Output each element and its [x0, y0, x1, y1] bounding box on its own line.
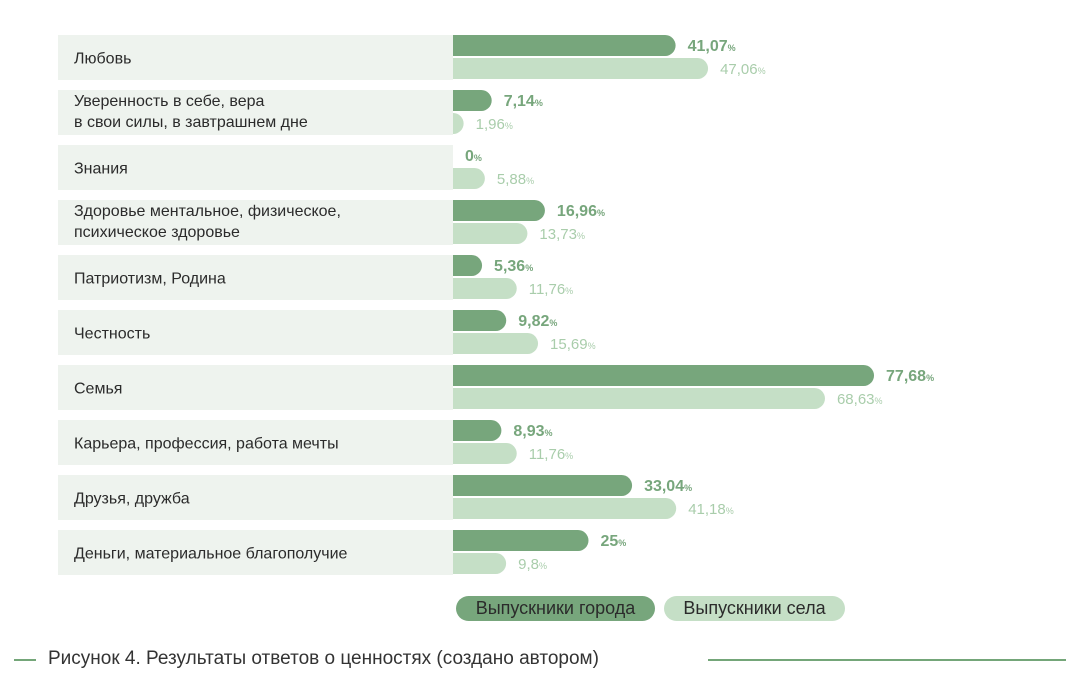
value-label-city: 5,36%: [494, 258, 533, 275]
value-label-village: 11,76%: [529, 446, 573, 463]
category-label: Любовь: [74, 51, 131, 68]
row-band: [58, 255, 453, 300]
value-label-village: 47,06%: [720, 61, 766, 78]
row-band: [58, 475, 453, 520]
value-label-village: 15,69%: [550, 336, 596, 353]
value-label-village: 1,96%: [476, 116, 513, 133]
bar-village: [453, 333, 539, 354]
category-label: Честность: [74, 326, 150, 343]
value-label-city: 16,96%: [557, 203, 605, 220]
legend-city-label: Выпускники города: [476, 598, 637, 618]
legend-village-swatch: [664, 596, 845, 621]
category-label: Уверенность в себе, вера в свои силы, в з…: [74, 93, 308, 131]
value-label-city: 41,07%: [688, 38, 736, 55]
value-label-city: 0%: [465, 148, 482, 165]
category-label: Здоровье ментальное, физическое, психичес…: [74, 203, 341, 241]
bar-village: [453, 553, 507, 574]
bar-village: [453, 278, 517, 299]
bar-city: [453, 365, 875, 386]
bar-village: [453, 223, 528, 244]
value-label-city: 77,68%: [886, 368, 934, 385]
value-label-city: 33,04%: [644, 478, 692, 495]
value-label-village: 68,63%: [837, 391, 883, 408]
value-label-city: 8,93%: [513, 423, 552, 440]
bar-city: [453, 475, 633, 496]
row-band: [58, 365, 453, 410]
value-label-village: 41,18%: [688, 501, 734, 518]
value-label-city: 7,14%: [504, 93, 543, 110]
caption-line-left: [14, 659, 36, 661]
bar-village: [453, 443, 517, 464]
figure-caption: Рисунок 4. Результаты ответов о ценностя…: [48, 648, 599, 669]
row-band: [58, 35, 453, 80]
bar-village: [453, 58, 709, 79]
value-label-city: 25%: [601, 533, 627, 550]
row-band: [58, 530, 453, 575]
bar-city: [453, 310, 507, 331]
value-label-village: 9,8%: [518, 556, 547, 573]
bar-city: [453, 420, 502, 441]
category-label: Друзья, дружба: [74, 491, 190, 508]
caption-line-right: [708, 659, 1066, 661]
bar-village: [453, 168, 485, 189]
row-band: [58, 420, 453, 465]
value-label-village: 5,88%: [497, 171, 534, 188]
value-label-city: 9,82%: [518, 313, 557, 330]
bar-city: [453, 35, 676, 56]
category-label: Знания: [74, 161, 128, 178]
category-label: Деньги, материальное благополучие: [74, 546, 348, 563]
bar-city: [453, 530, 589, 551]
category-label: Карьера, профессия, работа мечты: [74, 436, 339, 453]
bar-city: [453, 200, 545, 221]
row-band: [58, 200, 453, 245]
legend-village-label: Выпускники села: [683, 598, 826, 618]
row-band: [58, 310, 453, 355]
bar-village: [453, 498, 677, 519]
value-label-village: 13,73%: [539, 226, 585, 243]
bar-village: [453, 113, 464, 134]
bar-village: [453, 388, 825, 409]
value-label-village: 11,76%: [529, 281, 573, 298]
category-label: Семья: [74, 381, 122, 398]
bar-city: [453, 255, 483, 276]
bar-city: [453, 90, 492, 111]
row-band: [58, 90, 453, 135]
category-label: Патриотизм, Родина: [74, 271, 226, 288]
legend-city-swatch: [456, 596, 655, 621]
row-band: [58, 145, 453, 190]
